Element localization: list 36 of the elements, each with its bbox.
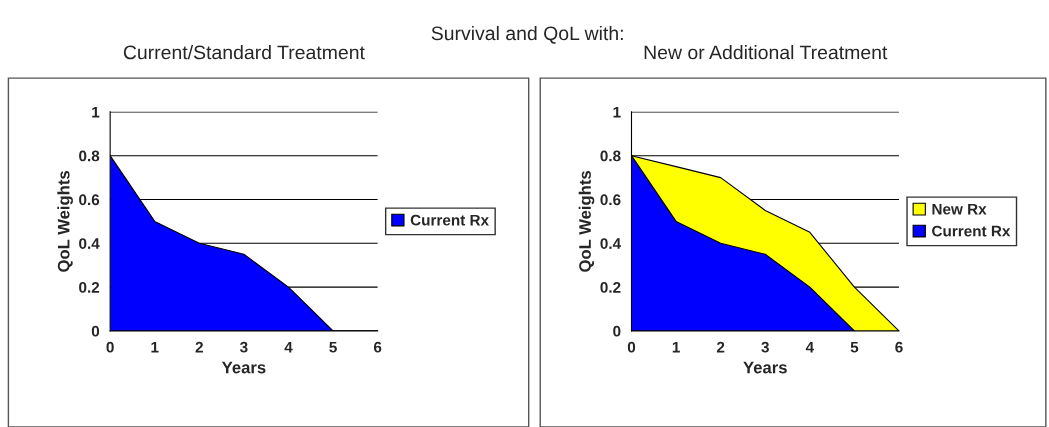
y-axis-title: QoL Weights — [578, 170, 595, 272]
x-tick-label: 0 — [627, 341, 636, 353]
x-tick-label: 1 — [672, 341, 680, 353]
y-tick-label: 1 — [613, 106, 621, 118]
x-tick-label: 6 — [373, 341, 382, 353]
x-tick-label: 5 — [850, 341, 859, 353]
x-tick-label: 2 — [716, 341, 725, 353]
y-tick-label: 0.2 — [79, 281, 100, 293]
x-axis-title: Years — [743, 361, 787, 374]
legend-label: New Rx — [932, 203, 987, 215]
x-tick-label: 0 — [106, 341, 114, 353]
text: Survival and QoL with: — [431, 25, 623, 44]
x-tick-label: 4 — [805, 341, 814, 353]
x-tick-label: 1 — [151, 341, 159, 353]
legend-label: Current Rx — [932, 225, 1011, 237]
y-tick-label: 0.4 — [79, 238, 100, 249]
chart-title: Current/Standard Treatment — [123, 45, 365, 60]
x-tick-label: 2 — [195, 341, 203, 353]
x-tick-label: 4 — [284, 341, 293, 353]
y-tick-label: 0.6 — [600, 194, 621, 206]
x-tick-label: 3 — [240, 341, 248, 353]
y-tick-label: 0.8 — [79, 150, 100, 162]
x-tick-label: 6 — [895, 341, 903, 353]
chart-title: New or Additional Treatment — [644, 45, 888, 60]
y-tick-label: 0 — [91, 325, 100, 337]
y-tick-label: 0 — [613, 325, 621, 337]
y-tick-label: 0.6 — [79, 194, 100, 206]
y-tick-label: 0.4 — [600, 238, 621, 249]
y-tick-label: 0.8 — [600, 150, 621, 162]
x-axis-title: Years — [221, 361, 266, 374]
legend-label: Current Rx — [410, 214, 489, 226]
y-tick-label: 0.2 — [600, 281, 621, 293]
y-tick-label: 1 — [92, 106, 100, 118]
y-axis-title: QoL Weights — [57, 170, 73, 272]
x-tick-label: 5 — [329, 341, 337, 353]
x-tick-label: 3 — [761, 341, 769, 353]
